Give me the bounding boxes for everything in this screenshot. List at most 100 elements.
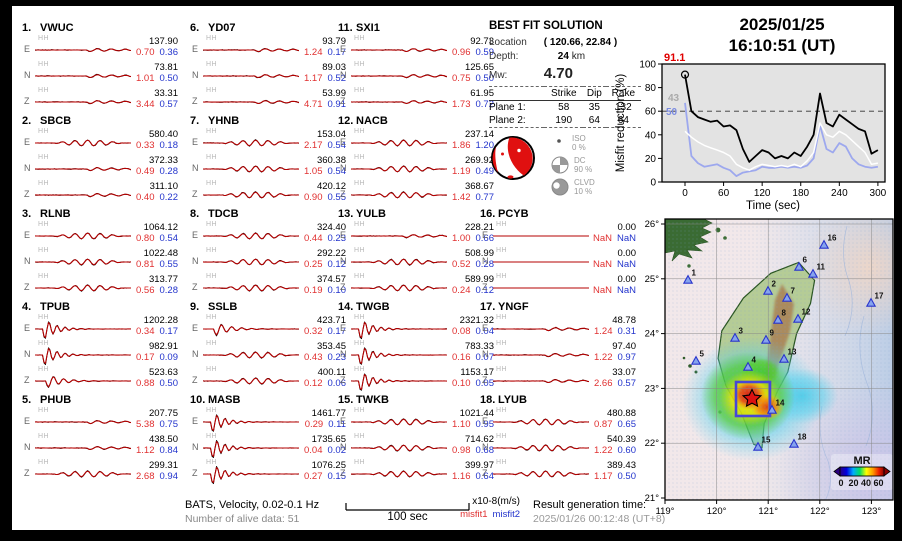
amplitude-value: 423.71 xyxy=(316,315,346,326)
trace-values: 92.73 0.96 0.59 xyxy=(444,36,494,58)
misfit2-value: 0.95 xyxy=(475,419,495,430)
channel-label: E xyxy=(24,137,31,147)
misfit2-value: 0.50 xyxy=(475,73,495,84)
scalebar-label: 100 sec xyxy=(387,511,428,523)
lon-tick-label: 122° xyxy=(810,506,830,517)
amplitude-value: 292.22 xyxy=(316,248,346,259)
trace-row-TWGB-E: E HH 2321.32 0.08 0.04 xyxy=(338,314,496,340)
channel-label: N xyxy=(24,163,31,173)
svg-text:12: 12 xyxy=(802,308,811,317)
svg-text:3: 3 xyxy=(739,327,744,336)
waveform xyxy=(351,470,447,478)
figure-frame: 1. VWUC E HH 137.90 0.70 0.36 N HH 73.81 1.01 0.50 Z… xyxy=(12,6,894,530)
svg-text:13: 13 xyxy=(788,348,797,357)
amplitude-value: 92.73 xyxy=(470,36,494,47)
colorbar-tick-label: 0 xyxy=(838,478,843,488)
waveform xyxy=(203,139,299,147)
misfit2-value: 0.23 xyxy=(327,352,347,363)
station-number: 5. xyxy=(22,394,32,406)
band-code: HH xyxy=(206,61,218,68)
trace-values: 1021.44 1.10 0.95 xyxy=(444,408,494,430)
waveform xyxy=(351,418,447,426)
svg-text:17: 17 xyxy=(875,292,884,301)
trace-values: 372.33 0.49 0.28 xyxy=(128,155,178,177)
misfit2-value: 0.54 xyxy=(327,140,347,151)
channel-label: N xyxy=(24,349,31,359)
amplitude-value: 374.57 xyxy=(316,274,346,285)
channel-label: Z xyxy=(340,375,346,385)
waveform xyxy=(203,284,299,292)
lon-tick-label: 120° xyxy=(707,506,727,517)
amplitude-value: 508.99 xyxy=(464,248,494,259)
trace-values: 360.38 1.05 0.54 xyxy=(296,155,346,177)
channel-label: Z xyxy=(482,468,488,478)
band-code: HH xyxy=(38,273,50,280)
misfit2-value: 0.94 xyxy=(159,471,179,482)
trace-row-PCYB-E: E HH 0.00 NaN NaN xyxy=(480,221,638,247)
col-dip: Dip xyxy=(583,86,606,101)
band-code: HH xyxy=(38,180,50,187)
misfit1-value: 0.75 xyxy=(452,73,471,84)
misfit2-value: 0.12 xyxy=(327,259,347,270)
band-code: HH xyxy=(354,87,366,94)
trace-values: 1022.48 0.81 0.55 xyxy=(128,248,178,270)
lat-tick-label: 23° xyxy=(645,383,660,394)
amplitude-value: 540.39 xyxy=(606,434,636,445)
trace-values: 53.99 4.71 0.91 xyxy=(296,88,346,110)
misfit1-value: 1.24 xyxy=(594,326,613,337)
misfit1-value: 0.80 xyxy=(136,233,155,244)
channel-label: N xyxy=(24,256,31,266)
legend-clvd: CLVD 10 % xyxy=(551,178,595,196)
map-frame xyxy=(664,218,894,501)
channel-label: Z xyxy=(24,375,30,385)
band-code: HH xyxy=(206,273,218,280)
iso-icon xyxy=(557,139,561,143)
svg-text:7: 7 xyxy=(791,287,796,296)
band-code: HH xyxy=(38,221,50,228)
band-code: HH xyxy=(354,366,366,373)
trace-values: 438.50 1.12 0.84 xyxy=(128,434,178,456)
misfit2-value: 0.18 xyxy=(159,140,179,151)
channel-label: N xyxy=(340,442,347,452)
channel-label: E xyxy=(24,230,31,240)
station-header: 15. TWKB xyxy=(338,394,496,407)
trace-values: 228.21 1.00 0.66 xyxy=(444,222,494,244)
result-time-label: Result generation time: xyxy=(533,499,647,511)
colorbar-tick-label: 40 xyxy=(861,478,871,488)
misfit2-value: 0.54 xyxy=(159,233,179,244)
svg-text:43: 43 xyxy=(668,93,680,104)
lon-tick-label: 123° xyxy=(862,506,882,517)
misfit1-value: 1.17 xyxy=(304,73,323,84)
band-code: HH xyxy=(38,35,50,42)
waveform xyxy=(493,353,589,358)
trace-values: 93.79 1.24 0.17 xyxy=(296,36,346,58)
station-header: 14. TWGB xyxy=(338,301,496,314)
channel-label: N xyxy=(192,256,199,266)
misfit2-value: 0.15 xyxy=(327,471,347,482)
station-panel-PHUB: 5. PHUB E HH 207.75 5.38 0.75 N HH 438.50 1.12 0.84… xyxy=(22,394,180,486)
station-number: 10. xyxy=(190,394,206,406)
svg-text:8: 8 xyxy=(782,309,787,318)
misfit1-value: 0.17 xyxy=(136,352,155,363)
trace-row-LYUB-N: N HH 540.39 1.22 0.60 xyxy=(480,433,638,459)
misfit1-value: 1.16 xyxy=(452,471,471,482)
misfit2-value: 0.09 xyxy=(159,352,179,363)
band-code: HH xyxy=(206,247,218,254)
misfit1-value: 1.12 xyxy=(136,445,155,456)
trace-row-VWUC-Z: Z HH 33.31 3.44 0.57 xyxy=(22,87,180,113)
misfit1-value: NaN xyxy=(592,259,612,270)
channel-label: Z xyxy=(192,189,198,199)
svg-text:11: 11 xyxy=(817,263,826,272)
depth-label: Depth: xyxy=(489,51,519,62)
x-axis-label: Time (sec) xyxy=(746,200,800,212)
station-panel-TWKB: 15. TWKB E HH 1021.44 1.10 0.95 N HH 714.62 0.98 0.… xyxy=(338,394,496,486)
trace-values: 389.43 1.17 0.50 xyxy=(586,460,636,482)
station-header: 17. YNGF xyxy=(480,301,638,314)
misfit-legend: misfit1 misfit2 xyxy=(420,509,520,520)
trace-values: 125.65 0.75 0.50 xyxy=(444,62,494,84)
trace-values: 89.03 1.17 0.52 xyxy=(296,62,346,84)
misfit2-value: 0.22 xyxy=(159,192,179,203)
best-fit-solution-panel: BEST FIT SOLUTION Location ( 120.66, 22.… xyxy=(489,20,649,200)
trace-row-SBCB-Z: Z HH 311.10 0.40 0.22 xyxy=(22,180,180,206)
trace-values: 0.00 NaN NaN xyxy=(586,248,636,270)
